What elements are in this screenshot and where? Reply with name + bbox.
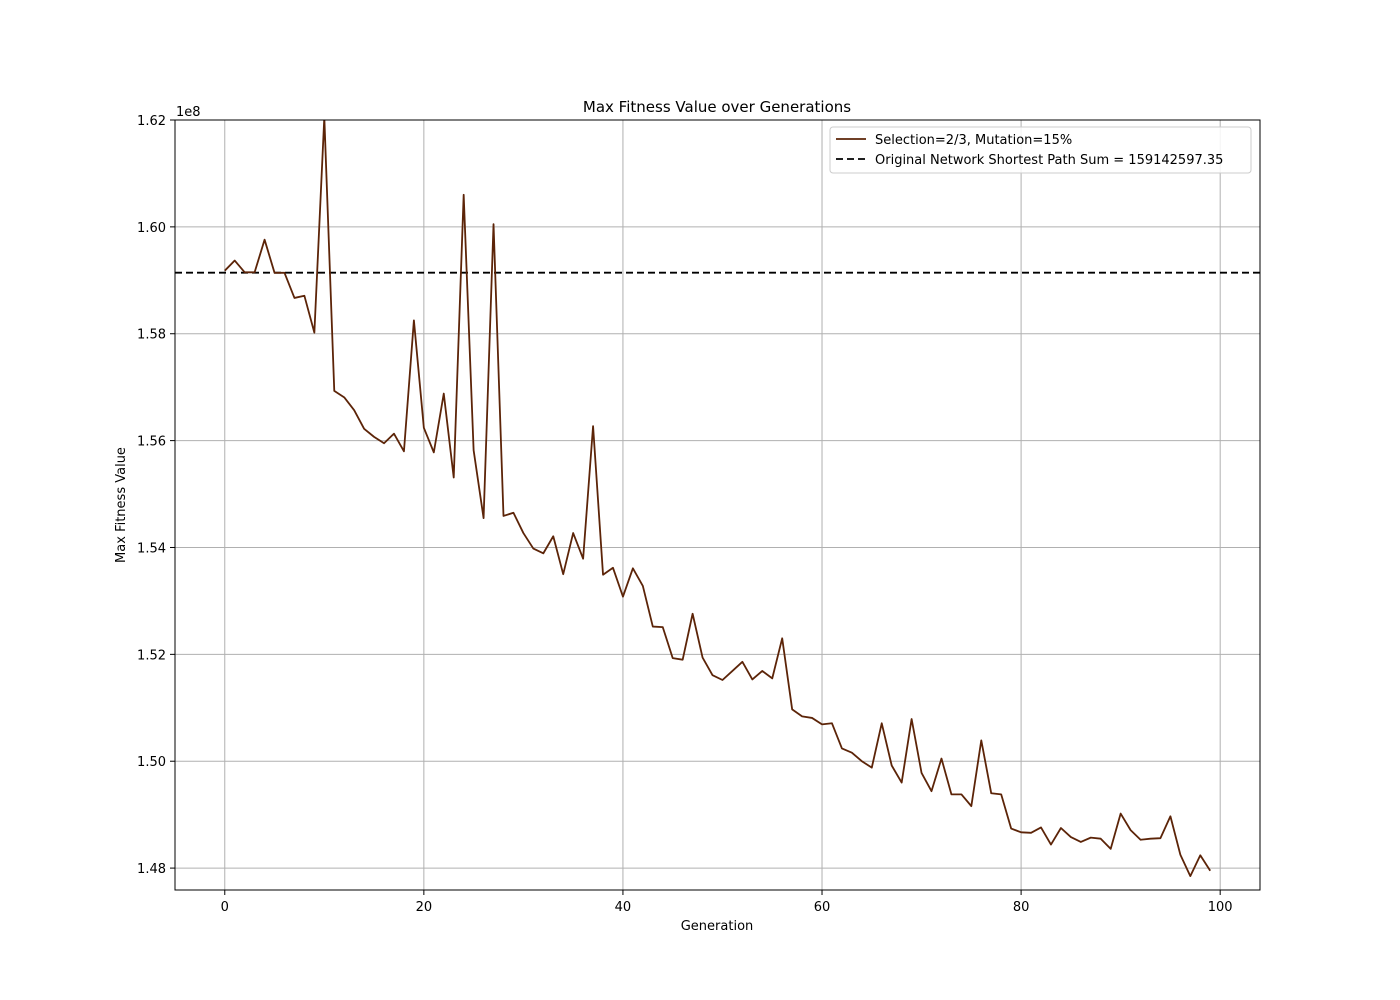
x-tick-label: 20 [416,900,433,915]
y-tick-label: 1.52 [137,648,166,663]
legend-label-reference: Original Network Shortest Path Sum = 159… [875,153,1223,168]
x-tick-label: 40 [615,900,632,915]
plot-frame [174,119,1261,891]
y-tick-label: 1.54 [137,541,166,556]
x-tick-label: 100 [1208,900,1233,915]
legend-label-series: Selection=2/3, Mutation=15% [875,133,1072,148]
y-tick-label: 1.56 [137,435,166,450]
x-tick-label: 0 [221,900,229,915]
x-tick-label: 60 [814,900,831,915]
axis-ticks: 0 20 40 60 80 100 1.48 1.50 1.52 1.54 1.56 1.58 1.60… [137,114,1233,915]
x-tick-label: 80 [1013,900,1030,915]
y-scale-note: 1e8 [176,105,201,120]
chart-title: Max Fitness Value over Generations [583,98,851,116]
y-tick-label: 1.50 [137,755,166,770]
x-axis-label: Generation [681,919,754,934]
y-axis-label: Max Fitness Value [114,447,129,563]
y-tick-label: 1.62 [137,114,166,129]
legend: Selection=2/3, Mutation=15% Original Net… [829,126,1252,174]
legend-box [829,126,1252,174]
data-layer [175,120,1260,878]
grid-lines [175,119,1260,890]
y-tick-label: 1.58 [137,328,166,343]
y-tick-label: 1.48 [137,862,166,877]
series-line [224,120,1211,878]
y-tick-label: 1.60 [137,221,166,236]
